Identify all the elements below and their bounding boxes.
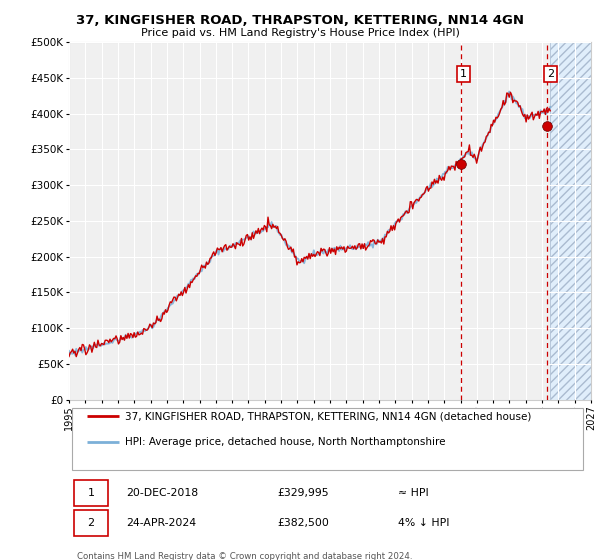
- Text: 20-DEC-2018: 20-DEC-2018: [127, 488, 199, 498]
- Text: 2: 2: [88, 519, 94, 528]
- Bar: [550, 42, 591, 400]
- Text: ≈ HPI: ≈ HPI: [398, 488, 428, 498]
- Text: 4% ↓ HPI: 4% ↓ HPI: [398, 519, 449, 528]
- Text: Contains HM Land Registry data © Crown copyright and database right 2024.
This d: Contains HM Land Registry data © Crown c…: [77, 552, 412, 560]
- FancyBboxPatch shape: [74, 510, 108, 536]
- Text: Price paid vs. HM Land Registry's House Price Index (HPI): Price paid vs. HM Land Registry's House …: [140, 28, 460, 38]
- Text: £382,500: £382,500: [278, 519, 329, 528]
- Text: HPI: Average price, detached house, North Northamptonshire: HPI: Average price, detached house, Nort…: [125, 437, 445, 447]
- Text: 1: 1: [88, 488, 94, 498]
- Text: 24-APR-2024: 24-APR-2024: [127, 519, 197, 528]
- Text: 2: 2: [547, 69, 554, 79]
- FancyBboxPatch shape: [74, 480, 108, 506]
- Text: 37, KINGFISHER ROAD, THRAPSTON, KETTERING, NN14 4GN (detached house): 37, KINGFISHER ROAD, THRAPSTON, KETTERIN…: [125, 411, 531, 421]
- Text: 37, KINGFISHER ROAD, THRAPSTON, KETTERING, NN14 4GN: 37, KINGFISHER ROAD, THRAPSTON, KETTERIN…: [76, 14, 524, 27]
- FancyBboxPatch shape: [71, 408, 583, 470]
- Text: £329,995: £329,995: [278, 488, 329, 498]
- Text: 1: 1: [460, 69, 467, 79]
- Bar: [550, 42, 591, 400]
